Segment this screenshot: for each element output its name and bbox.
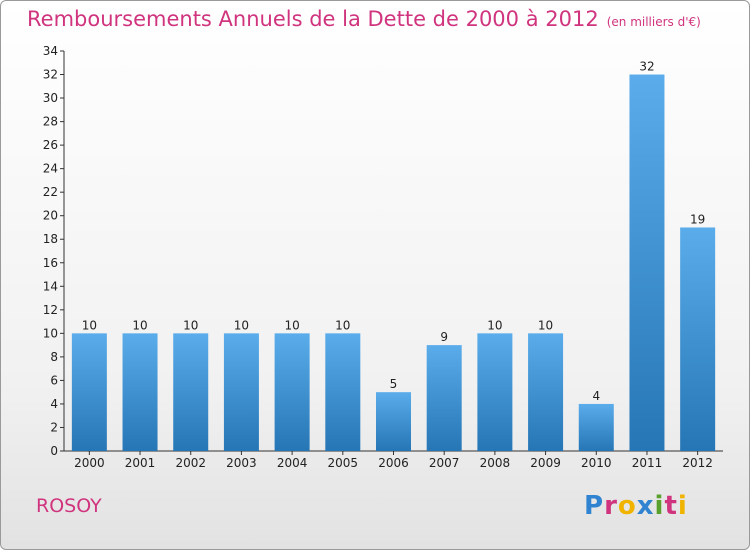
x-tick-label: 2006	[378, 456, 409, 470]
bar-2007[interactable]	[427, 345, 462, 451]
bar-2010[interactable]	[579, 404, 614, 451]
logo-letter: t	[664, 491, 677, 521]
logo-letter: r	[604, 491, 618, 521]
y-tick-label: 14	[43, 279, 58, 293]
y-tick-label: 2	[50, 420, 58, 434]
bar-2002[interactable]	[173, 333, 208, 451]
y-tick-label: 34	[43, 44, 58, 58]
bar-2009[interactable]	[528, 333, 563, 451]
y-tick-label: 0	[50, 444, 58, 458]
y-tick-label: 6	[50, 373, 58, 387]
x-tick-label: 2003	[226, 456, 257, 470]
y-tick-label: 4	[50, 397, 58, 411]
x-tick-label: 2010	[581, 456, 612, 470]
bar-2000[interactable]	[72, 333, 107, 451]
x-tick-label: 2012	[682, 456, 713, 470]
data-label: 10	[538, 318, 553, 332]
data-label: 9	[440, 330, 448, 344]
chart-frame: Remboursements Annuels de la Dette de 20…	[0, 0, 750, 550]
x-tick-label: 2001	[125, 456, 156, 470]
logo-letter: o	[618, 491, 637, 521]
data-label: 10	[183, 318, 198, 332]
data-label: 4	[592, 389, 600, 403]
data-label: 19	[690, 212, 705, 226]
x-tick-label: 2011	[632, 456, 663, 470]
data-label: 5	[390, 377, 398, 391]
bar-chart: 02468101214161820222426283032342000 2001 2…	[1, 1, 750, 550]
x-tick-label: 2008	[480, 456, 511, 470]
y-tick-label: 10	[43, 326, 58, 340]
logo-letter: i	[678, 491, 688, 521]
x-tick-label: 2007	[429, 456, 460, 470]
commune-name: ROSOY	[36, 495, 102, 517]
bar-2012[interactable]	[680, 227, 715, 451]
bar-2004[interactable]	[275, 333, 310, 451]
logo-letter: i	[655, 491, 665, 521]
x-tick-label: 2000	[74, 456, 105, 470]
data-label: 10	[234, 318, 249, 332]
y-tick-label: 20	[43, 209, 58, 223]
y-tick-label: 12	[43, 303, 58, 317]
data-label: 10	[82, 318, 97, 332]
bar-2006[interactable]	[376, 392, 411, 451]
data-label: 10	[132, 318, 147, 332]
y-tick-label: 30	[43, 91, 58, 105]
y-tick-label: 8	[50, 350, 58, 364]
bar-series: 10 10 10 10 10 10 5 9 10 10 4 32 19	[72, 60, 715, 451]
x-tick-label: 2005	[328, 456, 359, 470]
y-tick-label: 18	[43, 232, 58, 246]
data-label: 10	[487, 318, 502, 332]
bar-2008[interactable]	[477, 333, 512, 451]
logo-letter: P	[584, 491, 604, 521]
data-label: 10	[284, 318, 299, 332]
y-tick-label: 32	[43, 68, 58, 82]
bar-2005[interactable]	[325, 333, 360, 451]
logo-letter: x	[637, 491, 655, 521]
y-tick-label: 28	[43, 115, 58, 129]
y-tick-label: 22	[43, 185, 58, 199]
y-tick-label: 16	[43, 256, 58, 270]
proxiti-logo[interactable]: Proxiti	[584, 491, 688, 521]
y-tick-label: 26	[43, 138, 58, 152]
data-label: 32	[639, 60, 654, 74]
bar-2011[interactable]	[629, 75, 664, 451]
bar-2001[interactable]	[123, 333, 158, 451]
y-tick-label: 24	[43, 162, 58, 176]
x-tick-label: 2002	[175, 456, 206, 470]
x-tick-label: 2009	[530, 456, 561, 470]
x-tick-label: 2004	[277, 456, 308, 470]
bar-2003[interactable]	[224, 333, 259, 451]
data-label: 10	[335, 318, 350, 332]
